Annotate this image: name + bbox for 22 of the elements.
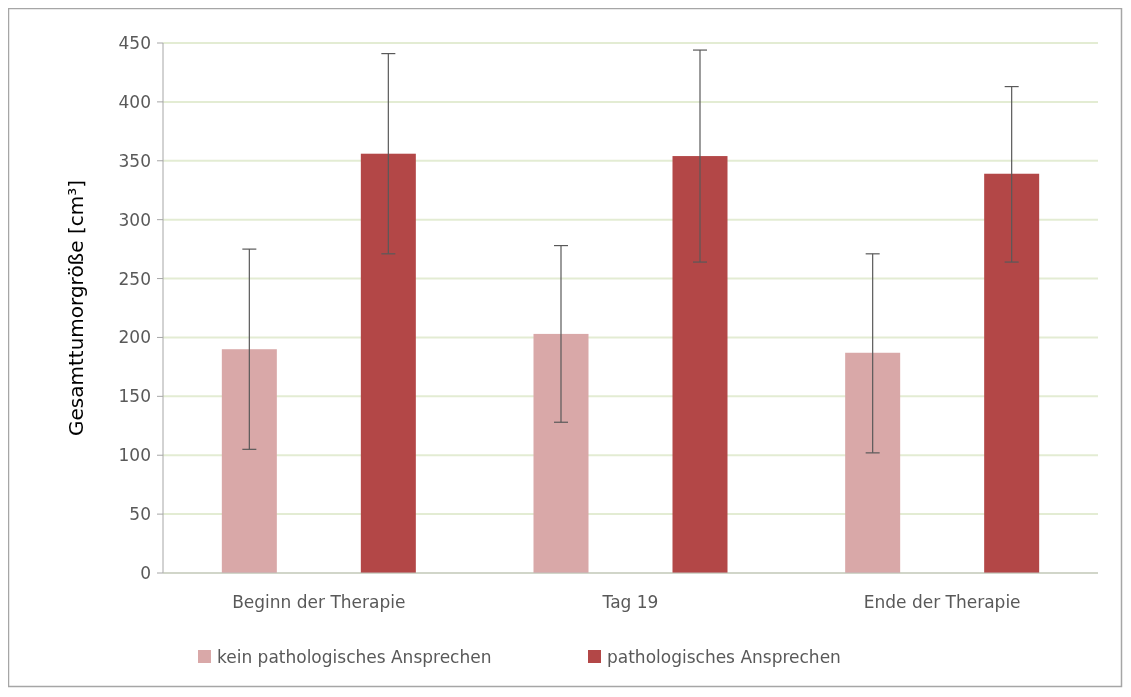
- y-tick-label: 450: [118, 32, 151, 53]
- y-tick-label: 400: [118, 91, 151, 112]
- bar: [360, 153, 416, 573]
- y-tick-label: 0: [140, 562, 151, 583]
- bar: [672, 156, 728, 573]
- bar: [845, 352, 901, 573]
- y-tick-label: 100: [118, 445, 151, 466]
- x-tick-label: Beginn der Therapie: [232, 592, 406, 612]
- legend-label: kein pathologisches Ansprechen: [217, 647, 492, 667]
- y-axis-title: Gesamttumorgröße [cm³]: [64, 180, 88, 436]
- bar: [221, 349, 277, 573]
- x-tick-label: Ende der Therapie: [863, 592, 1021, 612]
- y-tick-label: 50: [129, 504, 151, 525]
- y-tick-label: 350: [118, 150, 151, 171]
- x-tick-label: Tag 19: [601, 592, 659, 612]
- y-tick-label: 250: [118, 268, 151, 289]
- y-tick-label: 150: [118, 386, 151, 407]
- bar: [533, 333, 589, 573]
- y-tick-label: 300: [118, 209, 151, 230]
- y-tick-label: 200: [118, 327, 151, 348]
- legend-label: pathologisches Ansprechen: [607, 647, 841, 667]
- bar: [984, 173, 1040, 573]
